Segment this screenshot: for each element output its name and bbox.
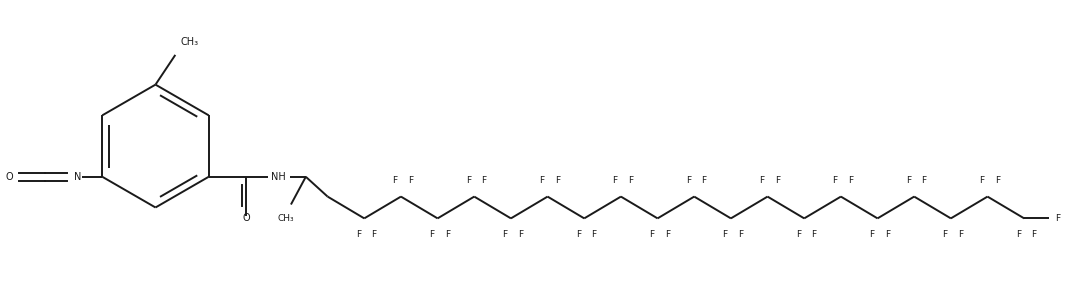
Text: F: F <box>1055 214 1060 223</box>
Text: F: F <box>759 176 764 185</box>
Text: F: F <box>355 230 361 239</box>
Text: F: F <box>702 176 706 185</box>
Text: CH₃: CH₃ <box>180 37 198 47</box>
Text: F: F <box>503 230 507 239</box>
Text: F: F <box>738 230 744 239</box>
Text: F: F <box>686 176 691 185</box>
Text: O: O <box>243 213 250 223</box>
Text: F: F <box>649 230 654 239</box>
Text: F: F <box>849 176 854 185</box>
Text: F: F <box>796 230 800 239</box>
Text: F: F <box>555 176 560 185</box>
Text: N: N <box>74 172 81 182</box>
Text: F: F <box>576 230 581 239</box>
Text: F: F <box>1015 230 1021 239</box>
Text: F: F <box>445 230 450 239</box>
Text: F: F <box>775 176 780 185</box>
Text: F: F <box>869 230 874 239</box>
Text: F: F <box>482 176 487 185</box>
Text: F: F <box>393 176 398 185</box>
Text: F: F <box>905 176 911 185</box>
Text: NH: NH <box>271 172 286 182</box>
Text: F: F <box>518 230 523 239</box>
Text: F: F <box>628 176 633 185</box>
Text: F: F <box>664 230 670 239</box>
Text: F: F <box>811 230 816 239</box>
Text: F: F <box>371 230 377 239</box>
Text: F: F <box>885 230 890 239</box>
Text: F: F <box>921 176 927 185</box>
Text: F: F <box>592 230 597 239</box>
Text: F: F <box>943 230 947 239</box>
Text: F: F <box>722 230 728 239</box>
Text: F: F <box>465 176 471 185</box>
Text: F: F <box>429 230 434 239</box>
Text: F: F <box>959 230 963 239</box>
Text: F: F <box>612 176 617 185</box>
Text: F: F <box>995 176 1000 185</box>
Text: F: F <box>832 176 838 185</box>
Text: F: F <box>979 176 984 185</box>
Text: F: F <box>409 176 413 185</box>
Text: CH₃: CH₃ <box>278 214 294 223</box>
Text: F: F <box>1031 230 1037 239</box>
Text: F: F <box>539 176 545 185</box>
Text: O: O <box>5 172 13 182</box>
